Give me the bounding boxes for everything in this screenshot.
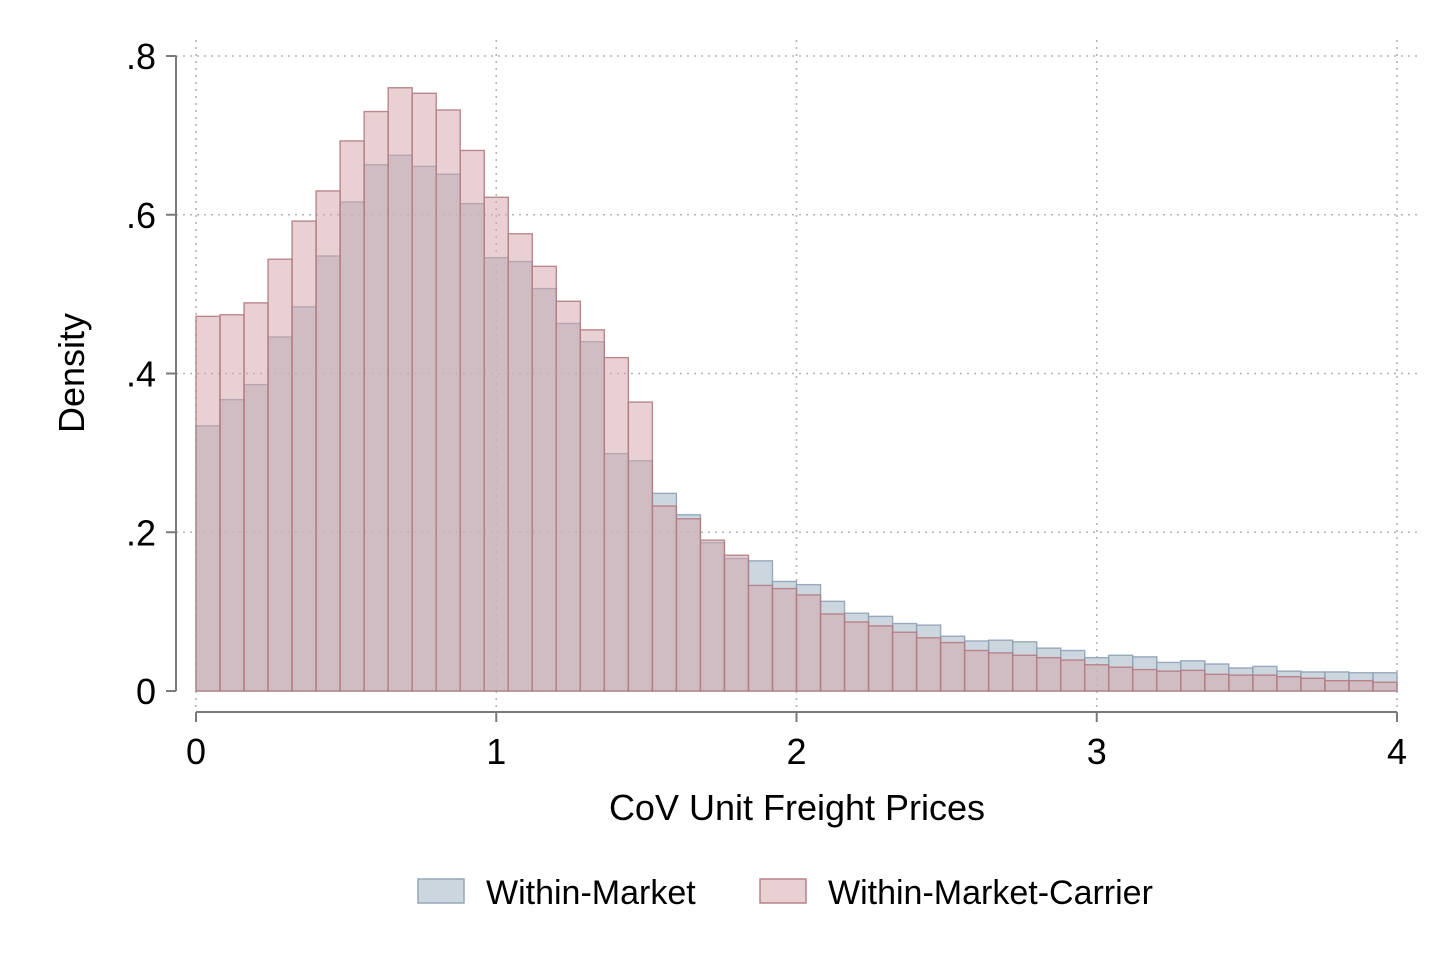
tick-labels: 0 .2 .4 .6 .8 0 1 2 3 4 [126, 36, 1407, 772]
histogram-bar [1084, 664, 1110, 692]
x-axis-title: CoV Unit Freight Prices [609, 787, 985, 828]
histogram-bar [315, 190, 341, 692]
histogram-bar [1035, 656, 1062, 692]
histogram-bar [1348, 679, 1374, 692]
histogram-bar [1132, 668, 1158, 692]
y-tick-label: .8 [126, 36, 156, 77]
histogram-bar [963, 649, 990, 692]
x-tick-label: 4 [1387, 731, 1407, 772]
histogram-bar [483, 196, 509, 692]
histogram-bar [411, 92, 437, 692]
histogram-bar [939, 641, 966, 692]
x-tick-label: 1 [486, 731, 506, 772]
histogram-bar [1108, 666, 1134, 692]
histogram-bar [1300, 677, 1326, 692]
histogram-bar [675, 518, 702, 692]
histogram-bar [603, 356, 630, 692]
legend-label-within-market: Within-Market [486, 874, 696, 912]
histogram-bar [627, 401, 654, 692]
histogram-bar [771, 587, 798, 692]
histogram-bar [1180, 669, 1206, 692]
histogram-bar [843, 621, 870, 692]
histogram-bar [195, 315, 221, 692]
histogram-bar [699, 539, 726, 692]
histogram-bar [1204, 673, 1230, 692]
histogram-bar [747, 584, 774, 692]
series-within-market-carrier [195, 87, 1398, 692]
histogram-bar [267, 258, 293, 692]
y-tick-label: .2 [126, 512, 156, 553]
y-axis-title: Density [51, 313, 92, 433]
histogram-bar [387, 87, 413, 692]
histogram-bar [1060, 659, 1086, 692]
legend-label-within-market-carrier: Within-Market-Carrier [828, 874, 1153, 912]
histogram-bar [507, 233, 533, 692]
x-tick-label: 3 [1087, 731, 1107, 772]
x-tick-label: 2 [786, 731, 806, 772]
histogram-bar [243, 302, 269, 692]
histogram-bar [1252, 674, 1278, 692]
histogram-bar [219, 314, 245, 692]
histogram-bar [987, 652, 1014, 692]
legend-swatch-within-market [417, 878, 465, 904]
y-tick-label: 0 [136, 671, 156, 712]
histogram-bar [435, 109, 461, 692]
histogram-bar [1228, 674, 1254, 692]
histogram-bar [531, 265, 558, 692]
histogram-bar [555, 300, 582, 692]
x-tick-label: 0 [186, 731, 206, 772]
legend: Within-Market Within-Market-Carrier [417, 874, 1153, 912]
y-tick-label: .6 [126, 195, 156, 236]
histogram-bar [1276, 676, 1302, 692]
histogram-bar [819, 613, 846, 692]
histogram-bar [1011, 654, 1038, 692]
histogram-bar [867, 625, 894, 692]
histogram-bar [1156, 670, 1182, 692]
histogram-bar [1324, 679, 1350, 692]
histogram-bar [891, 631, 918, 692]
histogram-bar [915, 637, 942, 692]
histogram-bar [363, 110, 389, 692]
histogram-bar [291, 220, 317, 692]
axes [166, 55, 1398, 722]
histogram-bar [339, 140, 365, 692]
histogram-bar [459, 149, 485, 692]
histogram-bar [1372, 681, 1398, 692]
histogram-bar [651, 505, 678, 692]
histogram-bar [579, 329, 606, 692]
histogram-bar [723, 554, 750, 692]
histogram-bar [795, 594, 822, 692]
y-tick-label: .4 [126, 354, 156, 395]
legend-swatch-within-market-carrier [759, 878, 807, 904]
